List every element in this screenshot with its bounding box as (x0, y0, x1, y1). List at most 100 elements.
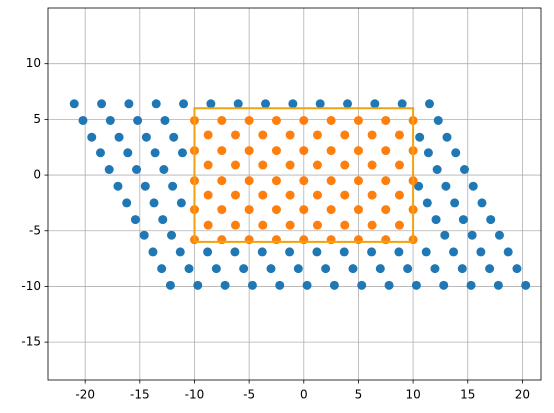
point (343, 99, 353, 109)
point (353, 146, 363, 156)
point (394, 130, 404, 140)
point (370, 99, 380, 109)
x-tick-label: 10 (405, 388, 420, 402)
point (167, 230, 177, 240)
point (315, 99, 325, 109)
point (95, 148, 105, 158)
point (381, 176, 391, 186)
point (87, 132, 97, 142)
point (176, 198, 186, 208)
point (367, 247, 377, 257)
point (312, 190, 322, 200)
point (105, 115, 115, 125)
point (503, 247, 513, 257)
point (384, 280, 394, 290)
point (326, 176, 336, 186)
point (450, 198, 460, 208)
point (244, 115, 254, 125)
point (451, 148, 461, 158)
point (440, 230, 450, 240)
point (485, 264, 495, 274)
point (468, 181, 478, 191)
point (217, 176, 227, 186)
point (133, 115, 143, 125)
point (203, 130, 213, 140)
point (457, 264, 467, 274)
point (299, 146, 309, 156)
point (184, 264, 194, 274)
x-tick-label: 5 (355, 388, 363, 402)
point (217, 146, 227, 156)
point (139, 230, 149, 240)
point (367, 130, 377, 140)
point (258, 220, 268, 230)
point (247, 280, 257, 290)
point (302, 280, 312, 290)
point (177, 148, 187, 158)
point (217, 115, 227, 125)
point (299, 176, 309, 186)
point (193, 280, 203, 290)
point (261, 99, 271, 109)
point (348, 264, 358, 274)
point (258, 190, 268, 200)
point (285, 190, 295, 200)
point (230, 220, 240, 230)
point (394, 247, 404, 257)
point (165, 280, 175, 290)
point (381, 115, 391, 125)
outline (193, 107, 415, 243)
point (394, 190, 404, 200)
point (130, 215, 140, 225)
point (367, 190, 377, 200)
point (326, 146, 336, 156)
point (512, 264, 522, 274)
point (466, 280, 476, 290)
point (312, 247, 322, 257)
point (285, 220, 295, 230)
point (230, 160, 240, 170)
point (340, 220, 350, 230)
point (157, 264, 167, 274)
y-tick-label: -15 (21, 335, 41, 349)
point (326, 205, 336, 215)
point (266, 264, 276, 274)
point (381, 205, 391, 215)
point (353, 205, 363, 215)
point (394, 220, 404, 230)
point (114, 132, 124, 142)
point (69, 99, 79, 109)
point (160, 115, 170, 125)
point (430, 264, 440, 274)
x-tick-label: 0 (300, 388, 308, 402)
point (403, 264, 413, 274)
point (441, 181, 451, 191)
point (449, 247, 459, 257)
point (220, 280, 230, 290)
point (375, 264, 385, 274)
point (258, 130, 268, 140)
point (271, 146, 281, 156)
point (411, 280, 421, 290)
point (275, 280, 285, 290)
point (230, 247, 240, 257)
point (168, 181, 178, 191)
point (367, 220, 377, 230)
y-tick-label: 0 (33, 168, 41, 182)
point (381, 146, 391, 156)
point (159, 164, 169, 174)
point (422, 198, 432, 208)
point (148, 247, 158, 257)
x-tick-label: -20 (75, 388, 95, 402)
x-tick-label: 15 (460, 388, 475, 402)
point (132, 164, 142, 174)
point (244, 176, 254, 186)
point (244, 205, 254, 215)
point (104, 164, 114, 174)
point (394, 160, 404, 170)
point (203, 247, 213, 257)
point (476, 247, 486, 257)
point (149, 198, 159, 208)
point (169, 132, 179, 142)
